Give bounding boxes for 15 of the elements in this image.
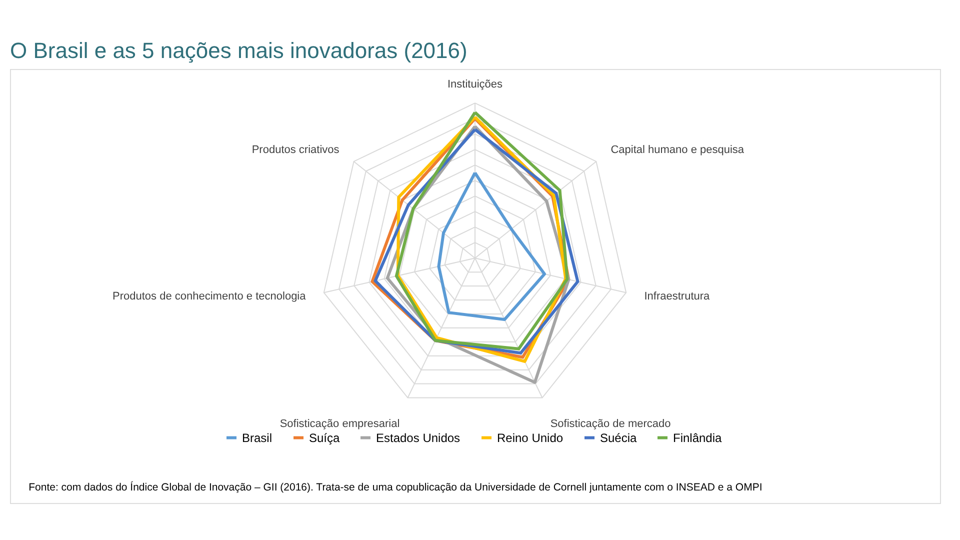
legend-label: Brasil bbox=[242, 430, 272, 445]
source-note: Fonte: com dados do Índice Global de Inovação – GII (2016). Trata-se de uma copublicação da Universidade de Cornell juntamente com o INSEAD e a OMPI bbox=[28, 480, 762, 494]
legend-label: Estados Unidos bbox=[376, 430, 460, 445]
spoke-label: Instituições bbox=[447, 78, 504, 90]
spoke-label: Sofisticação de mercado bbox=[550, 418, 671, 430]
spoke-label: Produtos criativos bbox=[252, 144, 340, 156]
spoke-label: Infraestrutura bbox=[644, 290, 711, 303]
legend-label: Suíça bbox=[309, 430, 340, 445]
legend-label: Reino Unido bbox=[497, 430, 564, 445]
spoke-label: Produtos de conhecimento e tecnologia bbox=[112, 290, 307, 303]
spoke-label: Capital humano e pesquisa bbox=[610, 144, 745, 156]
legend-label: Suécia bbox=[600, 430, 638, 445]
chart-title: O Brasil e as 5 nações mais inovadoras (2016) bbox=[10, 38, 468, 63]
spoke-label: Sofisticação empresarial bbox=[280, 418, 400, 430]
legend-label: Finlândia bbox=[673, 430, 722, 445]
